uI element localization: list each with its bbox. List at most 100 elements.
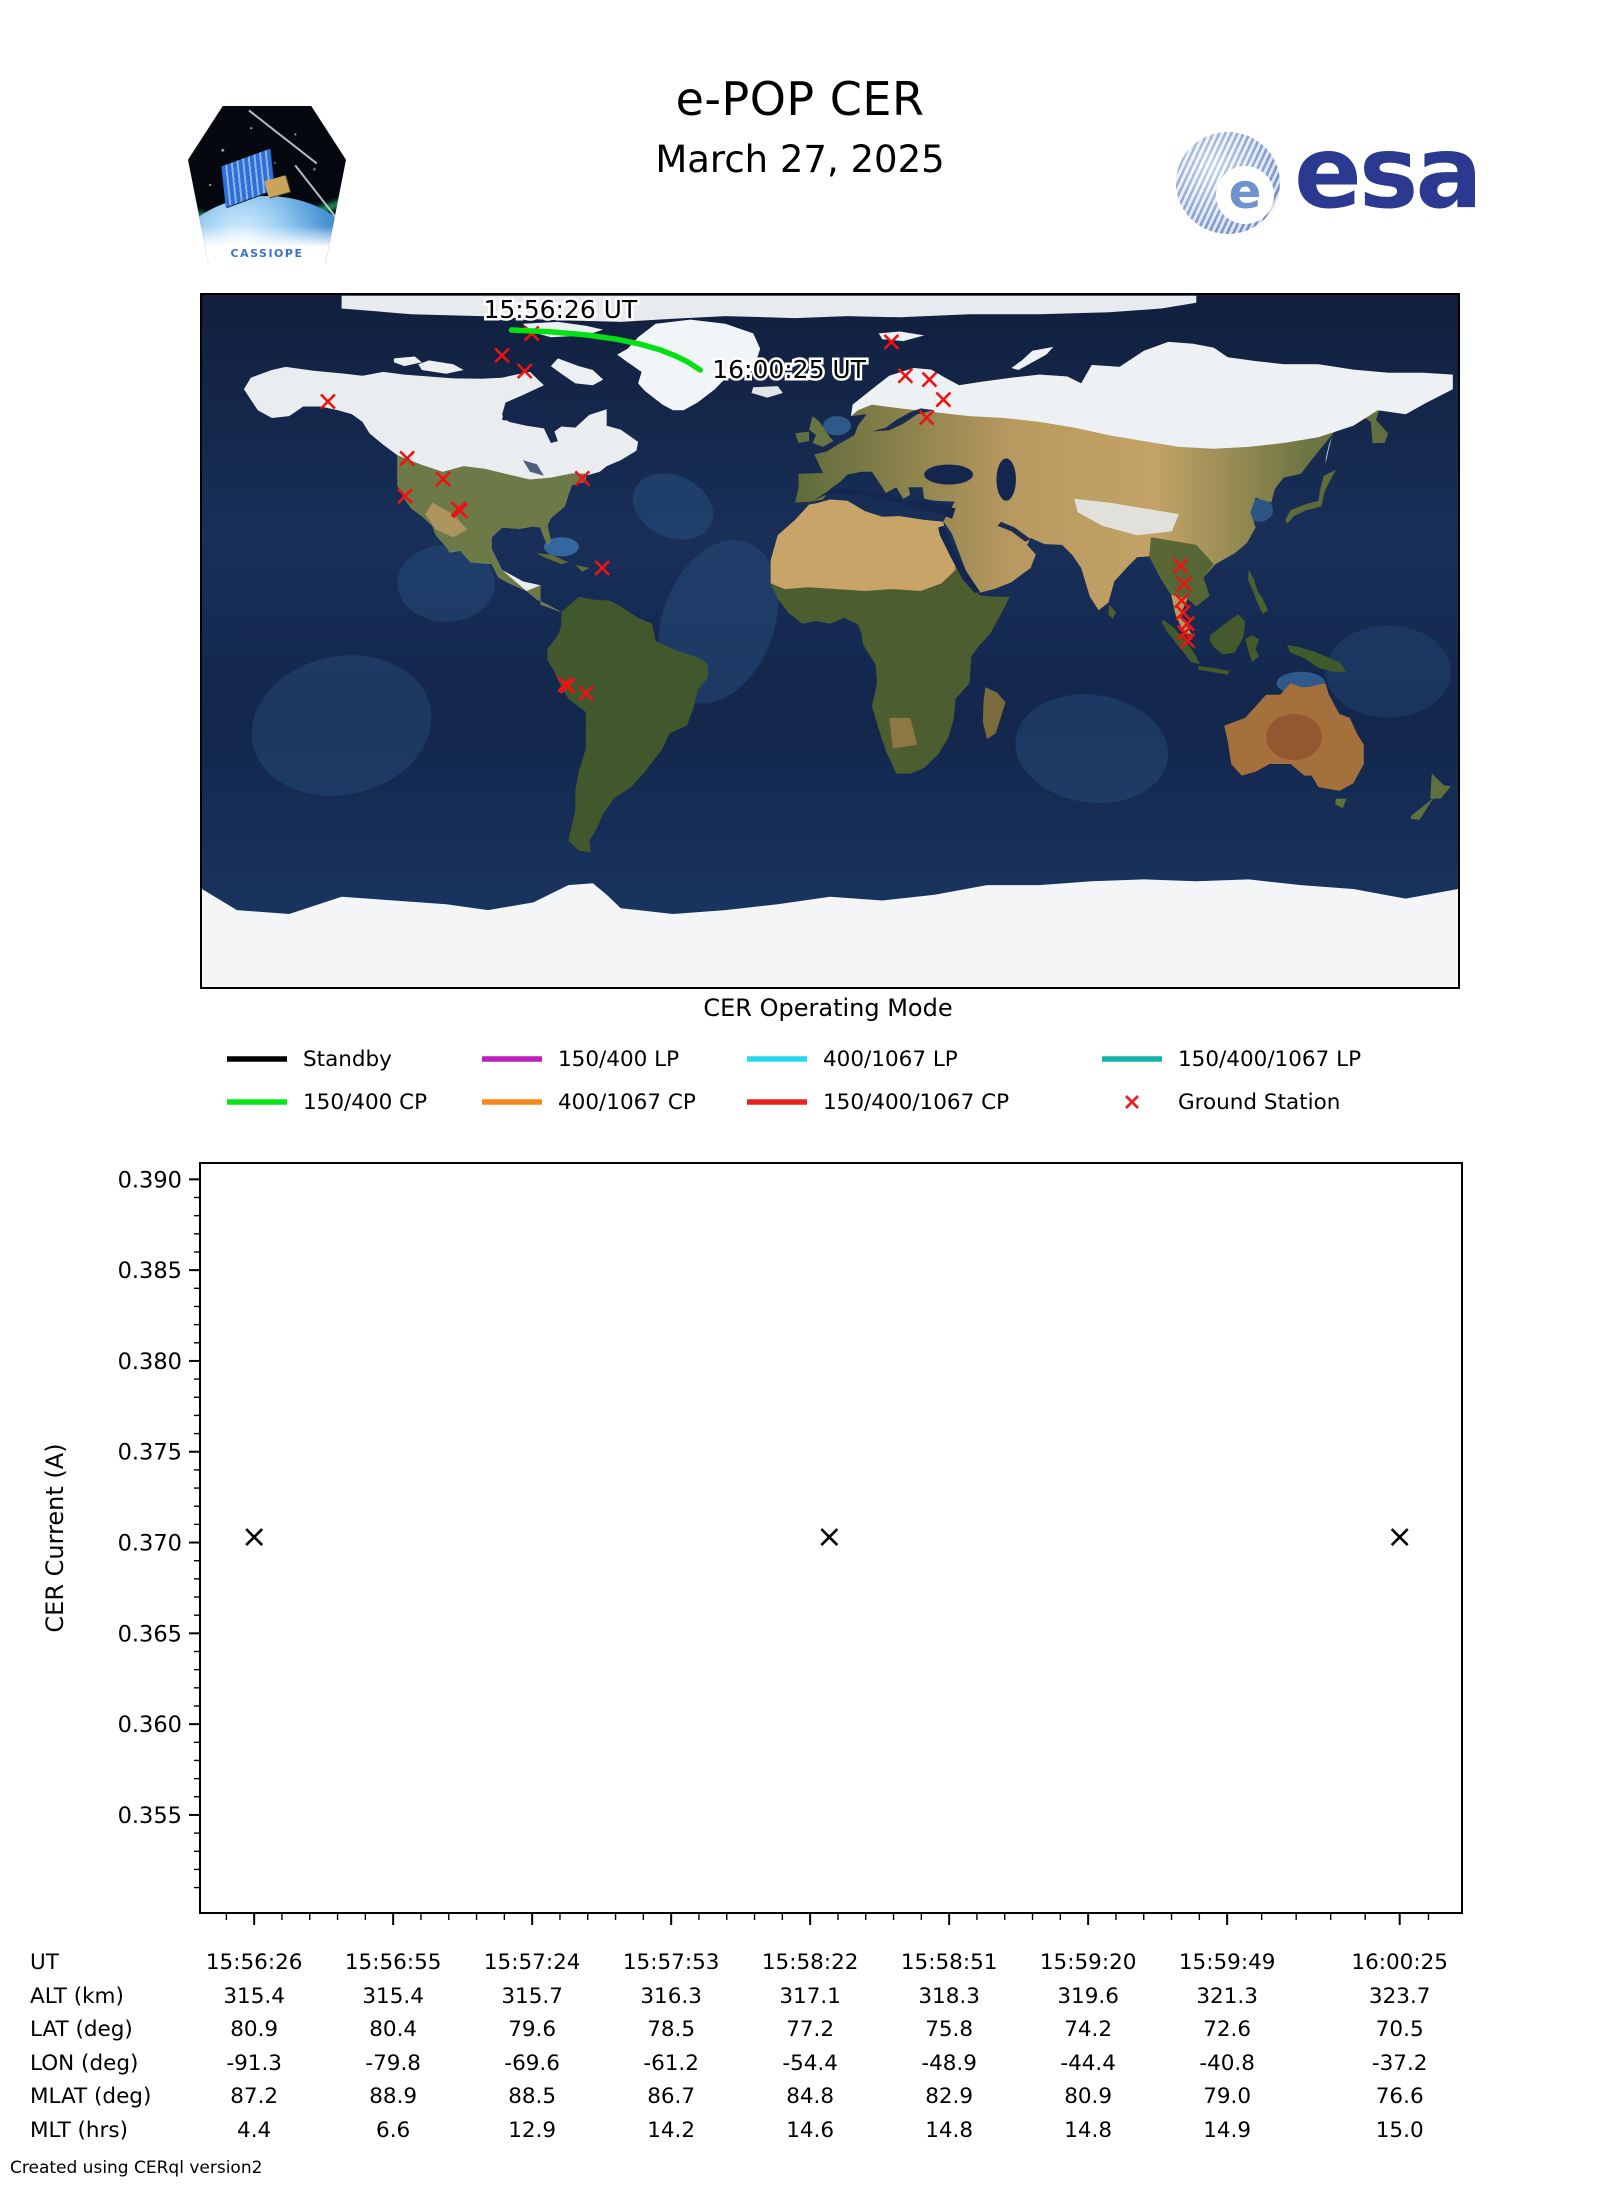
sw-desert	[425, 502, 468, 538]
table-cell: 80.4	[369, 2017, 418, 2042]
table-cell: 14.9	[1203, 2118, 1252, 2143]
page-title: e-POP CER	[675, 72, 925, 126]
y-axis-label: CER Current (A)	[41, 1443, 69, 1633]
ground-station-marker	[935, 391, 952, 408]
esa-wordmark: esa	[1294, 114, 1483, 231]
ground-station-marker	[320, 393, 336, 410]
hispaniola	[575, 564, 590, 572]
siberia-snow	[850, 341, 1453, 449]
table-cell: 16:00:25	[1351, 1950, 1448, 1975]
antarctica	[202, 879, 1458, 987]
table-cell: 317.1	[779, 1984, 841, 2009]
madagascar	[982, 687, 1006, 739]
legend-item-standby: Standby	[225, 1044, 392, 1074]
sahara	[770, 499, 956, 591]
table-cell: -48.9	[921, 2051, 977, 2076]
table-cell: 15:56:26	[205, 1950, 303, 1975]
tasmania	[1335, 798, 1347, 809]
table-cell: 15:59:49	[1178, 1950, 1276, 1975]
legend-label: 400/1067 LP	[823, 1046, 958, 1072]
ground-station-marker	[897, 367, 914, 384]
table-cell: 15:57:24	[483, 1950, 581, 1975]
japan	[1285, 469, 1336, 524]
esa-logo: e esa	[1176, 114, 1483, 240]
victoria-island	[418, 360, 464, 374]
footer-credit: Created using CERql version2	[10, 2158, 263, 2178]
table-cell: 76.6	[1375, 2084, 1424, 2109]
table-cell: -54.4	[782, 2051, 838, 2076]
ireland	[795, 431, 810, 443]
ocean-texture	[924, 464, 974, 485]
table-cell: 79.0	[1203, 2084, 1252, 2109]
hudson-bay	[502, 400, 544, 427]
ocean-texture	[543, 537, 579, 557]
ground-station-marker	[578, 685, 595, 702]
legend-label: 150/400 LP	[558, 1046, 680, 1072]
ground-station-marker	[883, 333, 900, 350]
table-cell: -69.6	[504, 2051, 560, 2076]
table-cell: 315.4	[223, 1984, 285, 2009]
great-britain	[809, 416, 834, 447]
table-cell: 15:57:53	[622, 1950, 720, 1975]
y-tick-label: 0.370	[118, 1531, 182, 1557]
legend-label: 150/400 CP	[303, 1089, 428, 1115]
sri-lanka	[1108, 604, 1117, 619]
table-cell: 75.8	[925, 2017, 974, 2042]
table-cell: 77.2	[786, 2017, 835, 2042]
table-cell: 318.3	[918, 1984, 980, 2009]
legend-item-150-400-lp: 150/400 LP	[480, 1044, 679, 1074]
mode-line-icon	[747, 1099, 807, 1105]
ground-station-marker	[1176, 575, 1193, 592]
y-tick-label: 0.375	[118, 1440, 182, 1466]
y-tick-label: 0.355	[118, 1803, 182, 1829]
table-row-label: ALT (km)	[30, 1984, 124, 2009]
ocean-texture	[397, 544, 496, 622]
persian-gulf	[997, 521, 1031, 542]
ground-station-marker	[516, 363, 533, 380]
table-cell: -40.8	[1199, 2051, 1255, 2076]
ground-station-marker	[1179, 632, 1196, 649]
table-row-label: UT	[30, 1950, 59, 1975]
table-row-label: LON (deg)	[30, 2051, 139, 2076]
ground-station-marker	[559, 678, 576, 694]
new-zealand-north	[1430, 773, 1451, 799]
legend-item-400-1067-lp: 400/1067 LP	[745, 1044, 958, 1074]
esa-e-glyph: e	[1228, 164, 1262, 220]
table-row-label: LAT (deg)	[30, 2017, 133, 2042]
track-start-time-label: 15:56:26 UT	[483, 295, 638, 324]
legend-label: 150/400/1067 CP	[823, 1089, 1010, 1115]
legend-label: 400/1067 CP	[558, 1089, 696, 1115]
legend-item-ground-station: Ground Station	[1100, 1087, 1340, 1117]
ground-station-marker	[574, 470, 591, 487]
ocean-texture	[1015, 694, 1169, 804]
mode-line-icon	[482, 1056, 542, 1062]
borneo	[1209, 614, 1246, 655]
table-cell: 319.6	[1057, 1984, 1119, 2009]
esa-e-icon: e	[1216, 166, 1274, 224]
table-cell: 72.6	[1203, 2017, 1252, 2042]
mediterranean-sea	[810, 488, 956, 519]
table-cell: 87.2	[230, 2084, 279, 2109]
se-asia	[1149, 537, 1214, 607]
legend-item-400-1067-cp: 400/1067 CP	[480, 1087, 696, 1117]
cer-current-plot: 0.355 0.360 0.365 0.370 0.375 0.380 0.385 0.390	[118, 1162, 1463, 1925]
mode-line-icon	[747, 1056, 807, 1062]
ground-station-marker	[452, 502, 469, 519]
iceland	[751, 386, 783, 398]
ocean-texture	[632, 473, 714, 540]
sulawesi	[1245, 635, 1260, 663]
south-america	[547, 596, 708, 853]
svalbard	[878, 331, 925, 342]
java	[1198, 666, 1230, 675]
great-lakes	[523, 460, 544, 476]
table-cell: 14.2	[647, 2118, 696, 2143]
mode-line-icon	[227, 1056, 287, 1062]
table-cell: -44.4	[1060, 2051, 1116, 2076]
patch-name-band: CASSIOPE	[188, 226, 346, 264]
table-cell: 12.9	[508, 2118, 557, 2143]
y-tick-label: 0.360	[118, 1712, 182, 1738]
new-guinea	[1287, 644, 1347, 672]
ground-station-marker	[1179, 615, 1196, 632]
satellite-ground-track	[508, 327, 703, 373]
cuba	[536, 553, 569, 565]
